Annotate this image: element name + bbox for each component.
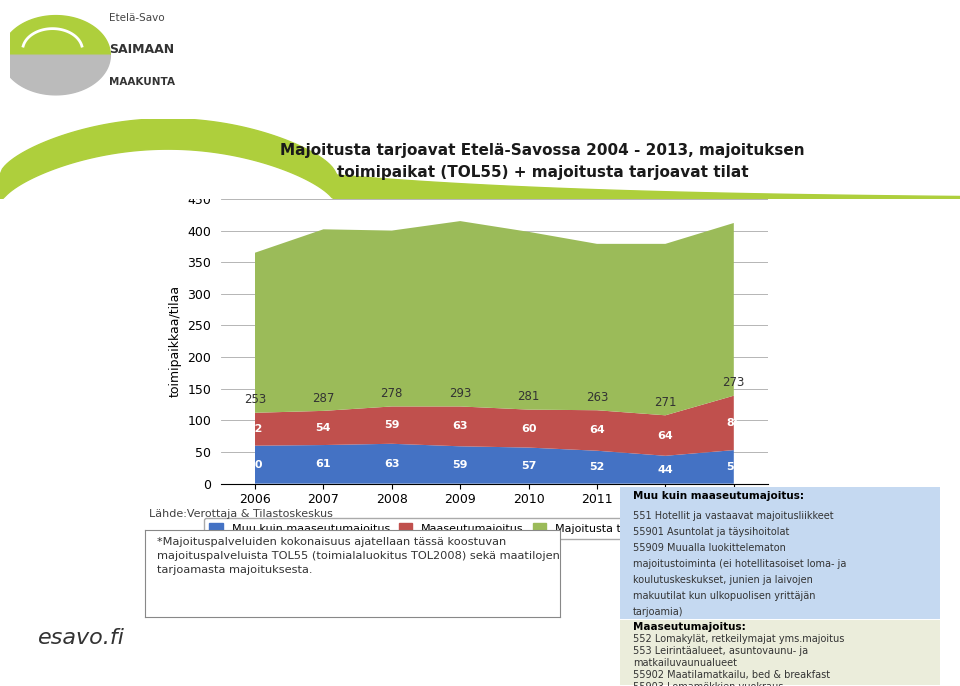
Text: makuutilat kun ulkopuolisen yrittäjän: makuutilat kun ulkopuolisen yrittäjän <box>633 591 815 601</box>
Text: 271: 271 <box>654 396 677 409</box>
Text: esavo.fi: esavo.fi <box>38 628 125 648</box>
Text: 64: 64 <box>658 431 673 440</box>
Text: 57: 57 <box>521 460 537 471</box>
Text: 253: 253 <box>244 394 266 406</box>
Text: 52: 52 <box>589 462 605 472</box>
Text: 293: 293 <box>449 387 471 400</box>
Text: 59: 59 <box>384 420 399 430</box>
Text: matkailuvaunualueet: matkailuvaunualueet <box>633 658 737 668</box>
Text: Muu kuin maaseutumajoitus:: Muu kuin maaseutumajoitus: <box>633 491 804 501</box>
Text: 64: 64 <box>589 425 605 436</box>
Text: 281: 281 <box>517 390 540 403</box>
Text: 55901 Asuntolat ja täysihoitolat: 55901 Asuntolat ja täysihoitolat <box>633 527 789 537</box>
Text: MAAKUNTA: MAAKUNTA <box>108 77 175 87</box>
Text: Lähde:Verottaja & Tilastoskeskus: Lähde:Verottaja & Tilastoskeskus <box>149 509 333 519</box>
Text: 44: 44 <box>658 464 673 475</box>
Y-axis label: toimipaikkaa/tilaa: toimipaikkaa/tilaa <box>169 285 181 397</box>
Text: Maaseutumajoitus:: Maaseutumajoitus: <box>633 622 746 632</box>
Text: toimipaikat (TOL55) + majoitusta tarjoavat tilat: toimipaikat (TOL55) + majoitusta tarjoav… <box>337 165 748 180</box>
Polygon shape <box>1 16 110 56</box>
Text: 551 Hotellit ja vastaavat majoitusliikkeet: 551 Hotellit ja vastaavat majoitusliikke… <box>633 511 833 521</box>
Text: 60: 60 <box>521 423 537 434</box>
Text: 55903 Lomamökkien vuokraus: 55903 Lomamökkien vuokraus <box>633 682 783 686</box>
Text: 263: 263 <box>586 391 609 404</box>
Text: 552 Lomakylät, retkeilymajat yms.majoitus: 552 Lomakylät, retkeilymajat yms.majoitu… <box>633 635 845 644</box>
Text: 52: 52 <box>248 424 263 434</box>
Text: 55909 Muualla luokittelematon: 55909 Muualla luokittelematon <box>633 543 786 553</box>
Text: 55902 Maatilamatkailu, bed & breakfast: 55902 Maatilamatkailu, bed & breakfast <box>633 670 830 680</box>
Text: 553 Leirintäalueet, asuntovaunu- ja: 553 Leirintäalueet, asuntovaunu- ja <box>633 646 808 657</box>
Text: 54: 54 <box>316 423 331 433</box>
Text: Majoitusta tarjoavat Etelä-Savossa 2004 - 2013, majoituksen: Majoitusta tarjoavat Etelä-Savossa 2004 … <box>280 143 804 158</box>
Text: 278: 278 <box>380 387 403 400</box>
Text: Etelä-Savo: Etelä-Savo <box>108 13 164 23</box>
Text: 61: 61 <box>316 460 331 469</box>
Text: majoitustoiminta (ei hotellitasoiset loma- ja: majoitustoiminta (ei hotellitasoiset lom… <box>633 559 847 569</box>
Text: 273: 273 <box>723 377 745 390</box>
Polygon shape <box>1 56 110 95</box>
Text: 53: 53 <box>726 462 741 472</box>
Text: koulutuskeskukset, junien ja laivojen: koulutuskeskukset, junien ja laivojen <box>633 575 813 585</box>
Text: tarjoamia): tarjoamia) <box>633 607 684 617</box>
Text: 287: 287 <box>312 392 335 405</box>
Text: 63: 63 <box>384 459 399 469</box>
Text: *Majoituspalveluiden kokonaisuus ajatellaan tässä koostuvan
majoituspalveluista : *Majoituspalveluiden kokonaisuus ajatell… <box>157 536 561 576</box>
Text: 60: 60 <box>248 460 263 470</box>
Text: SAIMAAN: SAIMAAN <box>108 43 174 56</box>
Text: 59: 59 <box>452 460 468 470</box>
Legend: Muu kuin maaseutumajoitus, Maaseutumajoitus, Majoitusta tarjoavat maatilat (vero: Muu kuin maaseutumajoitus, Maaseutumajoi… <box>204 518 785 539</box>
Text: 63: 63 <box>452 421 468 431</box>
Text: 86: 86 <box>726 418 742 428</box>
